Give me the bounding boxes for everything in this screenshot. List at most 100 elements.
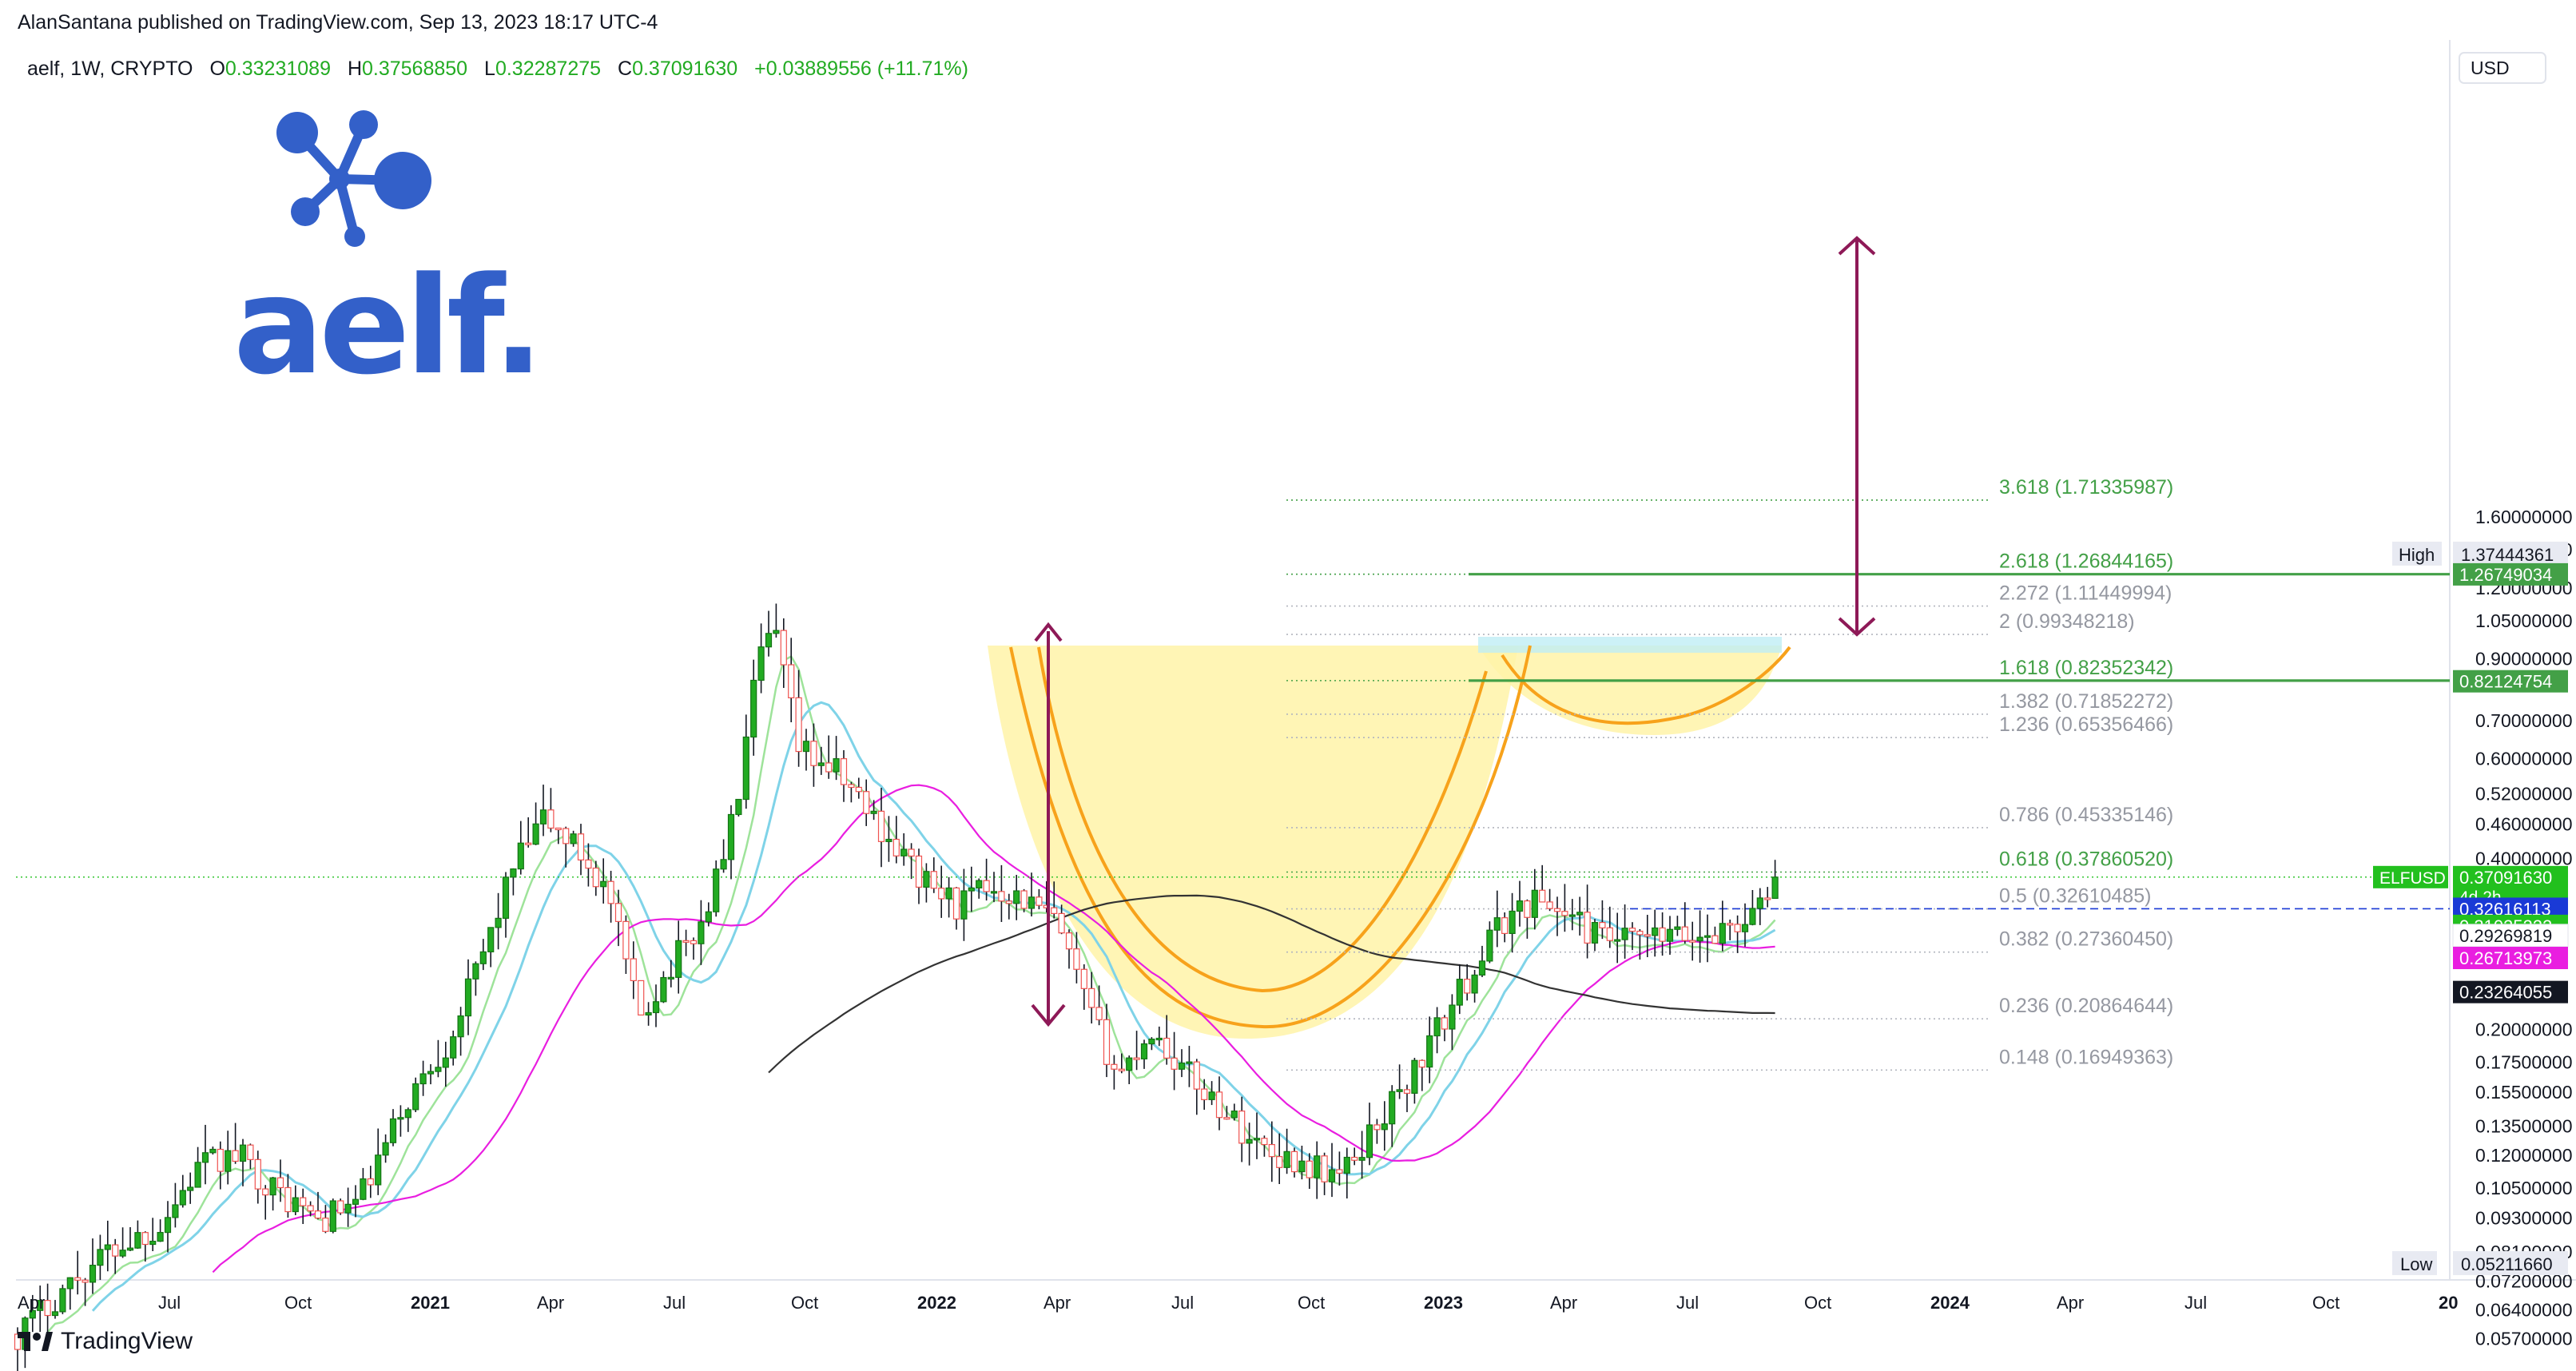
- candle-body: [1178, 1062, 1186, 1070]
- price-tick-label: 0.13500000: [2475, 1115, 2573, 1136]
- candle-body: [908, 848, 915, 857]
- candle-body: [1636, 930, 1644, 936]
- candle-body: [795, 697, 802, 753]
- candle-body: [780, 630, 787, 666]
- price-tag-box: [2453, 980, 2568, 1003]
- fib-level-label: 1.618 (0.82352342): [1999, 657, 2173, 679]
- candle-body: [983, 880, 990, 892]
- candle-body: [1314, 1155, 1321, 1178]
- candle-body: [622, 920, 630, 960]
- fib-level-label: 0.786 (0.45335146): [1999, 804, 2173, 826]
- candle-body: [990, 891, 998, 894]
- price-tag-value: 0.26713973: [2459, 948, 2552, 968]
- price-tick-label: 0.17500000: [2475, 1051, 2573, 1072]
- candle-body: [539, 809, 547, 825]
- candle-body: [802, 741, 810, 753]
- price-tag-value: 1.26749034: [2459, 565, 2552, 585]
- fib-level-label: 2.618 (1.26844165): [1999, 550, 2173, 573]
- arrow-head-down: [1031, 1003, 1066, 1027]
- legend-c-value: 0.37091630: [632, 58, 737, 80]
- projection-arrows[interactable]: [1031, 236, 1876, 1027]
- legend-symbol: aelf, 1W, CRYPTO: [27, 58, 193, 80]
- price-tick-label: 0.46000000: [2475, 813, 2573, 834]
- candle-body: [284, 1186, 292, 1213]
- candle-body: [510, 868, 517, 878]
- candle-body: [292, 1197, 299, 1213]
- candle-body: [314, 1210, 322, 1219]
- candle-body: [976, 880, 983, 889]
- candle-body: [104, 1244, 111, 1250]
- candle-body: [863, 791, 870, 814]
- candle-body: [1163, 1037, 1171, 1059]
- candle-body: [547, 809, 555, 829]
- ma-magenta: [212, 784, 1775, 1274]
- price-tag: 0.26713973: [2453, 947, 2568, 970]
- candle-body: [119, 1250, 126, 1257]
- candle-body: [1268, 1143, 1275, 1158]
- time-tick-label: Apr: [537, 1293, 564, 1313]
- candle-body: [1674, 926, 1681, 930]
- low-label: Low: [2400, 1254, 2432, 1274]
- candle-body: [194, 1162, 201, 1188]
- price-tick-label: 0.52000000: [2475, 784, 2573, 805]
- candle-body: [1253, 1138, 1261, 1141]
- candle-body: [810, 741, 817, 766]
- candle-body: [1524, 900, 1531, 918]
- time-axis[interactable]: Apr Jul Oct 2021 Apr Jul Oct 2022 Apr Jul Oct 2023 A…: [18, 1293, 2458, 1313]
- candle-body: [1261, 1138, 1268, 1146]
- currency-button: USD: [2459, 52, 2546, 84]
- candle-body: [1509, 910, 1516, 934]
- candle-body: [675, 940, 682, 978]
- candle-body: [1366, 1124, 1373, 1158]
- fibonacci-levels[interactable]: 3.618 (1.71335987) 2.618 (1.26844165) 2.27…: [16, 476, 2450, 1071]
- candle-body: [1576, 912, 1584, 916]
- candle-body: [713, 868, 720, 912]
- high-label-box: [2392, 541, 2442, 566]
- price-tag: 0.29269819: [2452, 924, 2569, 948]
- candle-body: [1148, 1039, 1155, 1045]
- candle-body: [1418, 1059, 1425, 1068]
- handle-curve: [1501, 646, 1791, 725]
- candle-body: [1343, 1156, 1350, 1174]
- candle-body: [945, 887, 952, 900]
- candle-body: [938, 888, 945, 900]
- arrow-head-up-small: [1034, 622, 1063, 642]
- candle-body: [1403, 1089, 1411, 1094]
- cup-inner-curve: [1037, 646, 1488, 993]
- time-tick-label: Jul: [663, 1293, 686, 1313]
- candle-body: [1764, 897, 1771, 900]
- candle-body: [1734, 924, 1741, 932]
- candle-body: [750, 679, 757, 738]
- candle-body: [765, 633, 773, 648]
- candle-body: [1516, 900, 1524, 912]
- candle-body: [742, 736, 749, 801]
- candle-body: [1051, 907, 1058, 914]
- candle-body: [1133, 1057, 1140, 1060]
- candle-body: [1088, 988, 1095, 1008]
- candle-body: [1283, 1150, 1290, 1168]
- candle-body: [239, 1144, 247, 1162]
- candle-body: [479, 951, 487, 964]
- candle-body: [1358, 1157, 1366, 1161]
- candle-body: [892, 838, 900, 856]
- tradingview-brand[interactable]: TradingView: [18, 1328, 193, 1355]
- candle-body: [262, 1188, 269, 1196]
- candle-body: [855, 786, 862, 793]
- legend-l-value: 0.32287275: [495, 58, 601, 80]
- candle-body: [1351, 1156, 1358, 1161]
- candle-body: [600, 880, 607, 888]
- price-axis[interactable]: USD1.600000001.400000001.200000001.05000…: [2373, 52, 2573, 1349]
- candle-body: [1553, 908, 1561, 912]
- candle-body: [1741, 924, 1749, 932]
- candle-body: [1058, 912, 1065, 934]
- candle-body: [690, 940, 698, 944]
- handle-fill: [1478, 646, 1782, 735]
- time-tick-label: Apr: [1550, 1293, 1577, 1313]
- candle-body: [1276, 1156, 1283, 1168]
- candle-body: [157, 1231, 164, 1242]
- candle-body: [1230, 1111, 1238, 1119]
- candle-body: [382, 1142, 389, 1156]
- time-tick-label: Oct: [1298, 1293, 1325, 1313]
- candle-body: [1599, 922, 1606, 928]
